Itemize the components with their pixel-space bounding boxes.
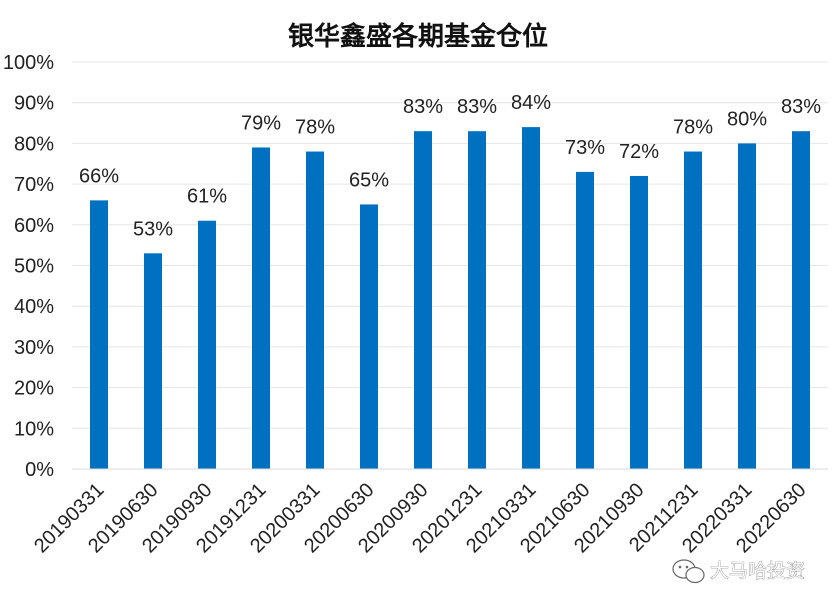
- data-label: 84%: [511, 92, 551, 114]
- data-label: 61%: [187, 186, 227, 208]
- bar-20201231: [468, 131, 486, 469]
- bar-20200930: [414, 131, 432, 469]
- bar-20190331: [90, 200, 108, 469]
- y-tick-label: 50%: [14, 256, 54, 278]
- data-label: 66%: [79, 165, 119, 187]
- bar-20190630: [144, 253, 162, 469]
- y-tick-label: 20%: [14, 378, 54, 400]
- data-label: 72%: [619, 141, 659, 163]
- wechat-icon: [672, 559, 705, 584]
- data-labels: 66% 53% 61% 79% 78% 65% 83% 83% 84% 73% 72% 78% 80% 8…: [79, 92, 821, 240]
- y-tick-label: 70%: [14, 174, 54, 196]
- bar-20190930: [198, 220, 216, 469]
- y-tick-label: 100%: [3, 52, 54, 74]
- gridlines: [72, 61, 828, 429]
- data-label: 78%: [295, 117, 335, 139]
- y-tick-label: 40%: [14, 296, 54, 318]
- bar-20191231: [252, 147, 270, 469]
- y-tick-label: 60%: [14, 215, 54, 237]
- watermark: 大马哈投资: [672, 559, 805, 584]
- data-label: 80%: [727, 108, 767, 130]
- bar-20210331: [522, 127, 540, 470]
- bar-20210630: [576, 171, 594, 469]
- y-tick-label: 10%: [14, 418, 54, 440]
- data-label: 83%: [457, 96, 497, 118]
- y-axis-ticks: 0% 10% 20% 30% 40% 50% 60% 70% 80% 90% 100%: [3, 52, 54, 481]
- data-label: 83%: [781, 96, 821, 118]
- data-label: 79%: [241, 112, 281, 134]
- watermark-text: 大马哈投资: [710, 560, 805, 582]
- data-label: 78%: [673, 117, 713, 139]
- chart-title: 银华鑫盛各期基金仓位: [288, 21, 548, 52]
- bar-20200630: [360, 204, 378, 469]
- data-label: 53%: [133, 218, 173, 240]
- bar-20220331: [738, 143, 756, 469]
- bar-20200331: [306, 151, 324, 470]
- y-tick-label: 30%: [14, 337, 54, 359]
- bars: [90, 127, 810, 470]
- data-label: 65%: [349, 169, 389, 191]
- y-tick-label: 80%: [14, 133, 54, 155]
- data-label: 83%: [403, 96, 443, 118]
- bar-20210930: [630, 175, 648, 469]
- data-label: 73%: [565, 137, 605, 159]
- bar-20211231: [684, 151, 702, 470]
- bar-20220630: [792, 131, 810, 469]
- y-tick-label: 90%: [14, 93, 54, 115]
- x-axis-ticks: 2019033120190630201909302019123120200331…: [30, 479, 810, 557]
- y-tick-label: 0%: [25, 459, 54, 481]
